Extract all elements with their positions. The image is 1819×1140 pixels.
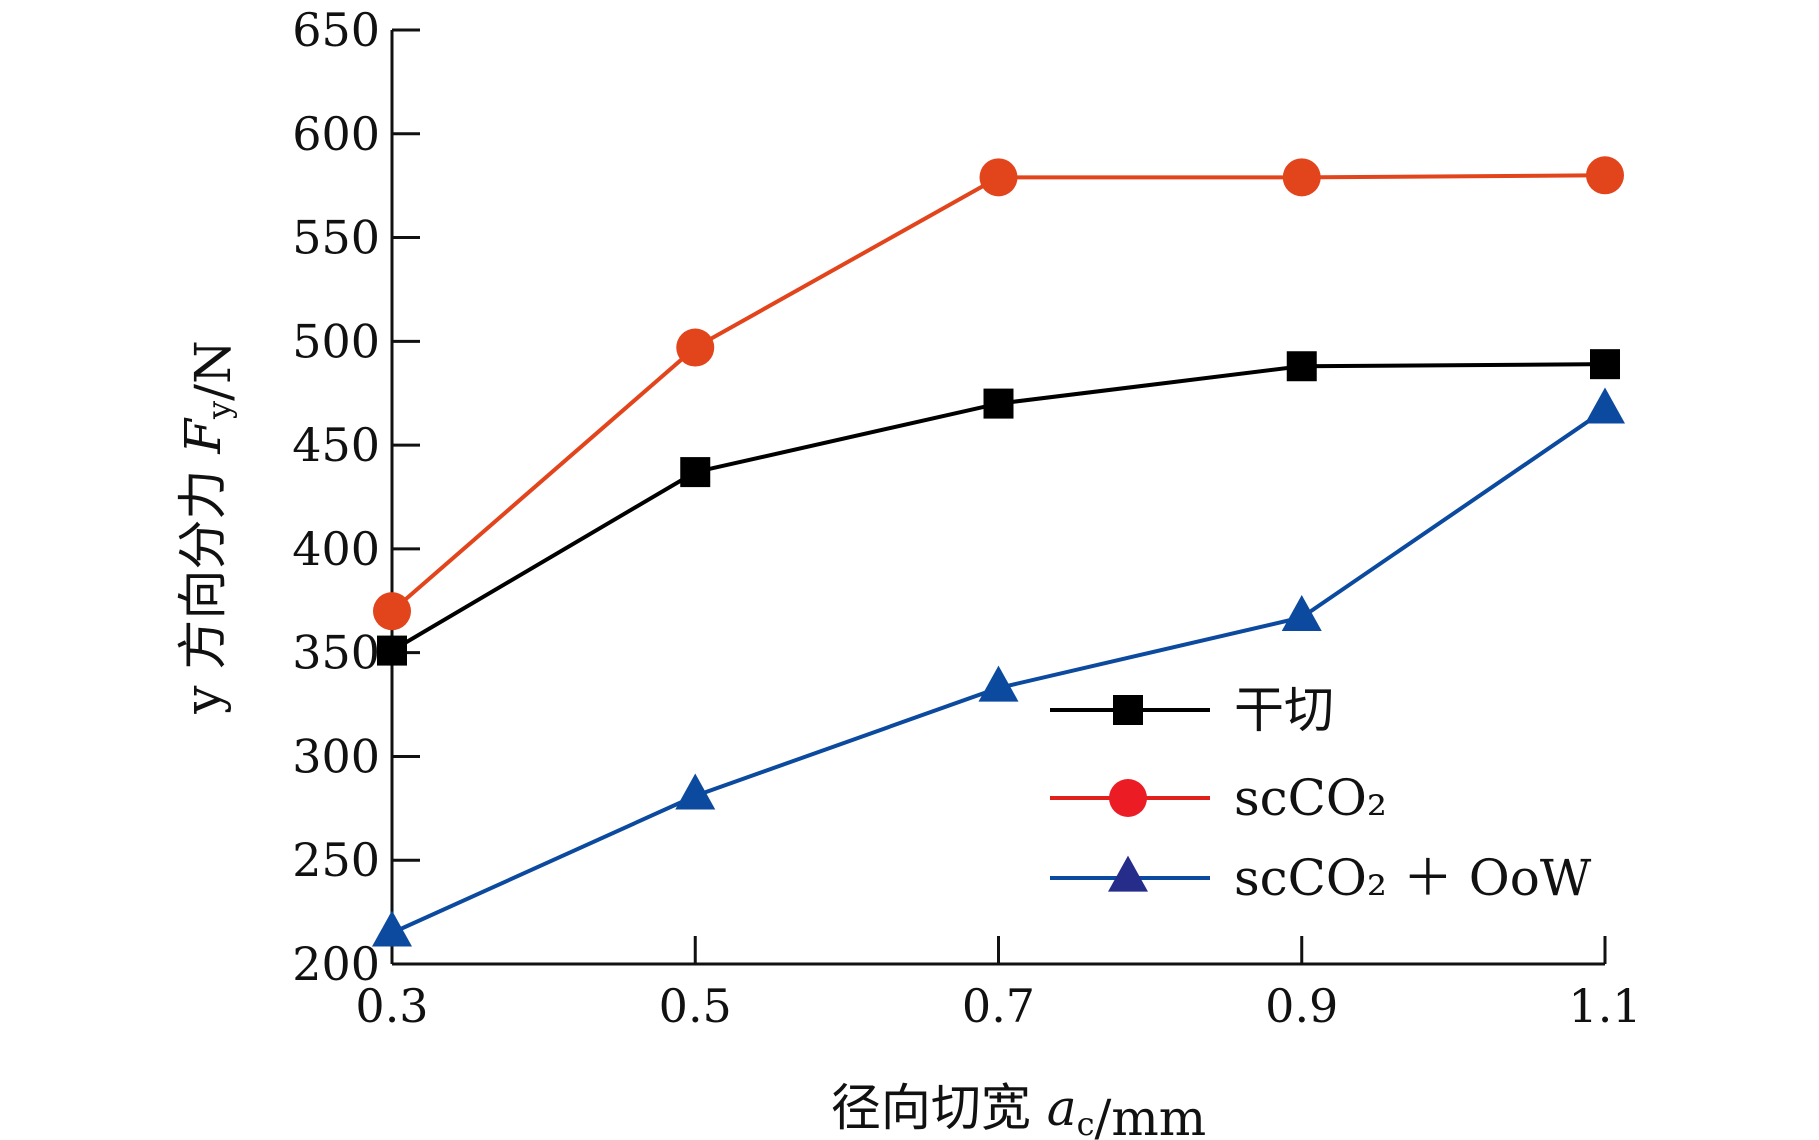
data-point: [1585, 387, 1625, 424]
legend-marker: [1108, 855, 1148, 892]
y-tick-label: 450: [292, 418, 380, 472]
y-tick-label: 600: [292, 107, 380, 161]
data-point: [983, 388, 1014, 419]
data-point: [1590, 349, 1620, 380]
y-tick-label: 650: [292, 3, 380, 57]
data-point: [978, 665, 1019, 702]
data-point: [675, 773, 716, 810]
data-point: [373, 592, 411, 631]
data-point: [1286, 351, 1317, 382]
legend-marker: [1109, 779, 1147, 817]
data-point: [680, 457, 711, 488]
series-0: [377, 349, 1620, 666]
data-point: [1586, 156, 1624, 195]
legend-marker: [1113, 695, 1143, 725]
data-point: [676, 328, 715, 367]
y-tick-label: 500: [292, 314, 380, 368]
y-tick-label: 300: [292, 729, 380, 783]
y-tick-label: 550: [292, 211, 380, 265]
y-tick-label: 200: [292, 937, 380, 991]
y-tick-label: 350: [292, 626, 380, 680]
x-axis-title: 径向切宽 ac/mm: [831, 1079, 1206, 1140]
x-tick-label: 0.3: [355, 979, 428, 1033]
legend-entry-1: scCO₂: [1050, 769, 1387, 827]
x-tick-label: 1.1: [1568, 979, 1641, 1033]
data-point: [372, 910, 412, 947]
data-point: [1282, 158, 1321, 197]
x-tick-label: 0.7: [962, 979, 1035, 1033]
legend-label: scCO₂: [1234, 769, 1387, 827]
x-tick-label: 0.9: [1265, 979, 1338, 1033]
legend: 干切 scCO₂ scCO₂ ＋ OoW: [1050, 681, 1592, 907]
legend-label: scCO₂ ＋ OoW: [1234, 849, 1592, 907]
legend-label: 干切: [1234, 681, 1334, 739]
axes: 200 250 300 350 400 450 500 550 600 650 0.3 0.5 0.7 0…: [174, 3, 1642, 1140]
series-2: [372, 387, 1625, 947]
legend-entry-0: 干切: [1050, 681, 1334, 739]
series-layer: [372, 156, 1625, 947]
series-1: [373, 156, 1624, 631]
data-point: [377, 635, 407, 666]
data-point: [1281, 595, 1322, 632]
legend-entry-2: scCO₂ ＋ OoW: [1050, 849, 1592, 907]
y-axis-title: y 方向分力 Fy/N: [174, 340, 242, 714]
y-tick-label: 400: [292, 522, 380, 576]
y-tick-label: 250: [292, 833, 380, 887]
x-tick-label: 0.5: [659, 979, 732, 1033]
data-point: [979, 158, 1018, 197]
